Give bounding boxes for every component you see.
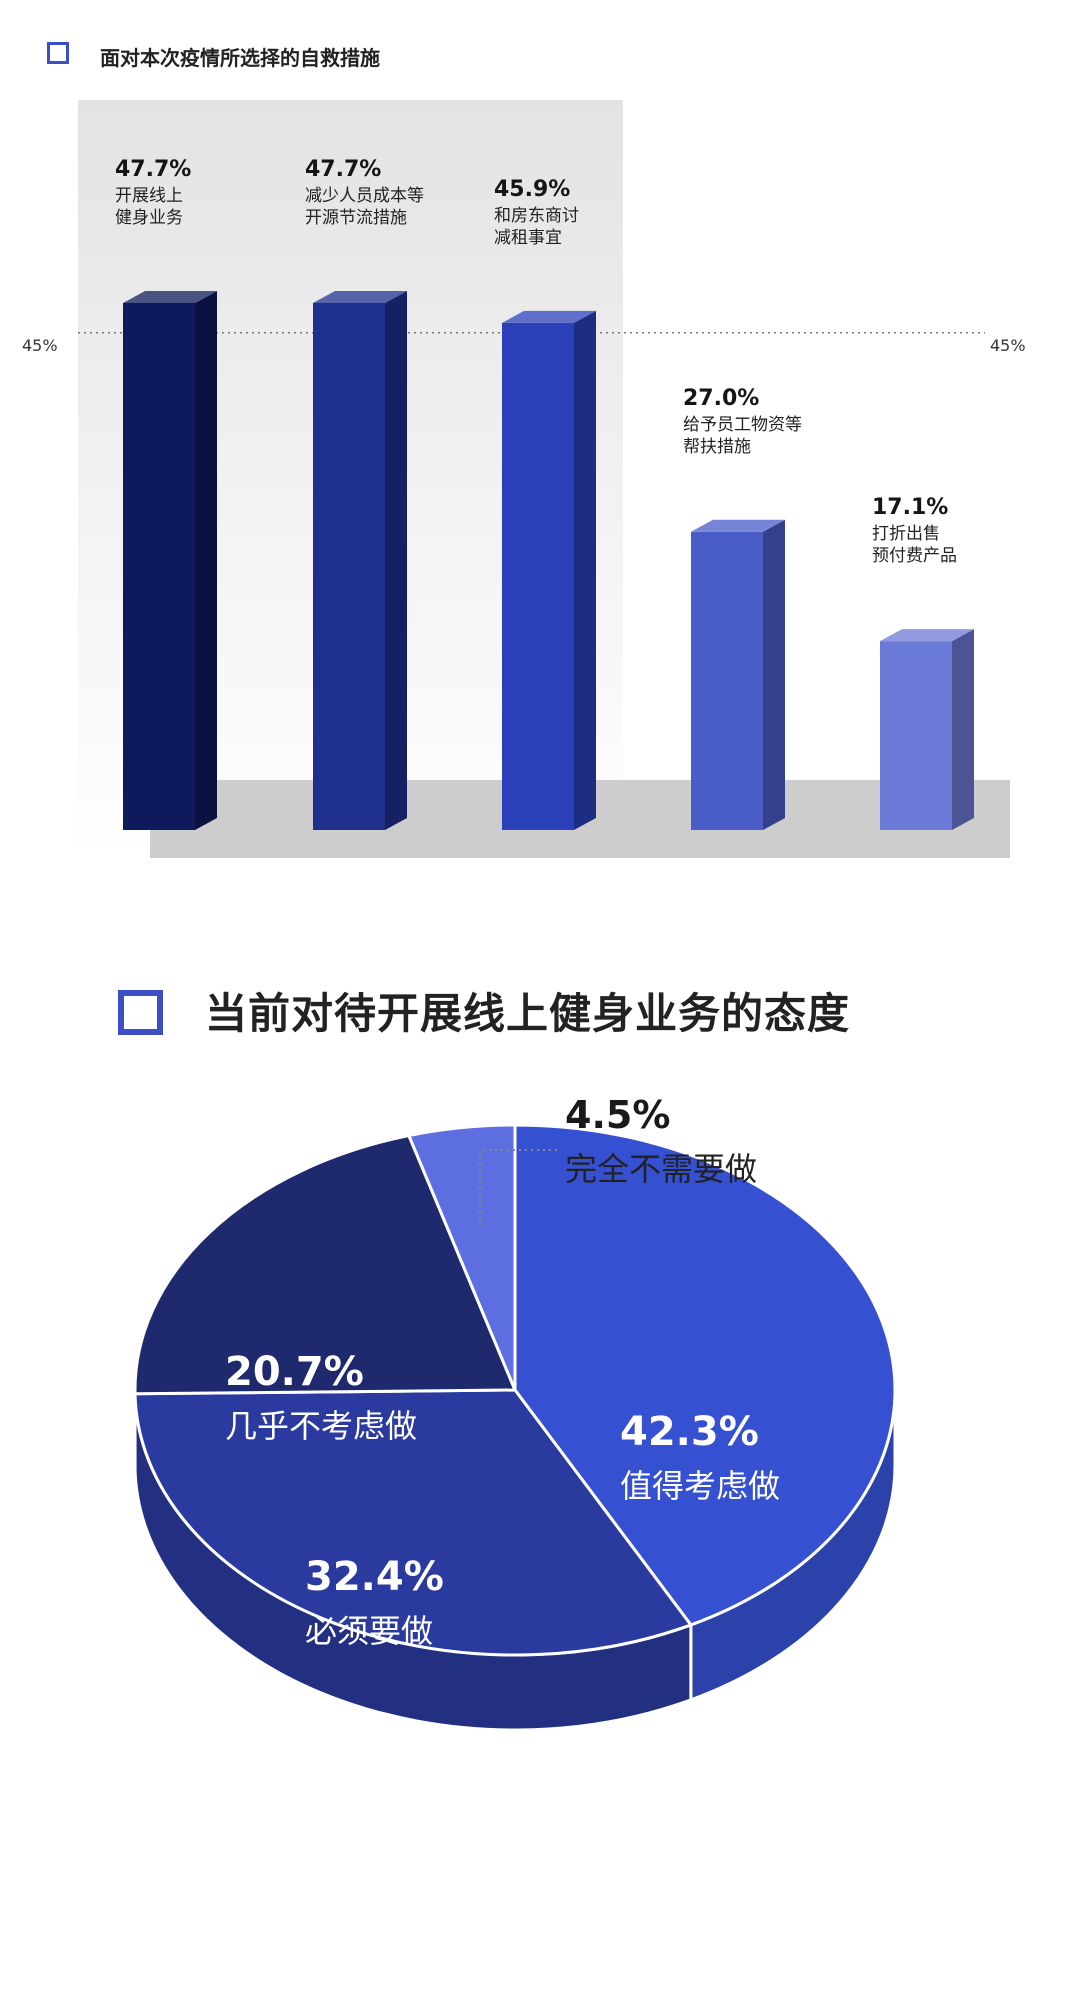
bar-front <box>880 641 952 830</box>
bar-1 <box>123 291 217 830</box>
bar-value-label: 45.9% <box>494 176 571 202</box>
bar-category-label: 和房东商讨 <box>494 205 579 226</box>
bar-side <box>195 291 217 830</box>
bar-front <box>502 322 574 830</box>
pie-category-label-1: 值得考虑做 <box>620 1467 780 1505</box>
bar-category-label: 给予员工物资等 <box>683 414 802 435</box>
bar-3 <box>502 310 596 830</box>
bar-category-label: 开源节流措施 <box>305 208 407 228</box>
pie-leader-line <box>479 1149 560 1225</box>
bar-top <box>313 291 407 303</box>
bar-label-1: 47.7% 开展线上 健身业务 <box>115 155 275 229</box>
bar-5 <box>880 629 974 830</box>
bar-4 <box>691 519 785 830</box>
pie-category-label-2: 必须要做 <box>305 1612 433 1650</box>
bar-label-4: 27.0% 给予员工物资等 帮扶措施 <box>683 384 843 458</box>
bar-category-label: 减租事宜 <box>494 227 562 248</box>
pie-category-label-3: 几乎不考虑做 <box>225 1407 417 1445</box>
pie-category-label-4: 完全不需要做 <box>565 1150 757 1188</box>
bar-front <box>691 531 763 830</box>
bar-2 <box>313 291 407 830</box>
pie-slice-4 <box>407 1123 517 1392</box>
bar-front <box>313 303 385 830</box>
bar-top <box>880 629 974 642</box>
bar-top <box>502 310 596 323</box>
pie-slice-1 <box>513 1123 897 1627</box>
bar-category-label: 健身业务 <box>115 208 183 228</box>
bar-label-2: 47.7% 减少人员成本等 开源节流措施 <box>305 155 465 229</box>
bar-front <box>123 303 195 830</box>
pie-slice-3 <box>133 1134 517 1396</box>
ref-line-label-right: 45% <box>990 336 1026 355</box>
pie-chart: 42.3% 值得考虑做 32.4% 必须要做 20.7% 几乎不考虑做 4.5% 完全不需要做 <box>133 1093 897 1732</box>
bar-value-label: 47.7% <box>305 157 382 182</box>
bar-category-label: 打折出售 <box>872 524 940 545</box>
ref-line-label-left: 45% <box>22 336 58 355</box>
bar-side <box>385 291 407 830</box>
bar-label-3: 45.9% 和房东商讨 减租事宜 <box>494 175 654 249</box>
bar-category-label: 减少人员成本等 <box>305 186 424 206</box>
bar-chart <box>78 100 1010 860</box>
pie-value-label-3: 20.7% <box>225 1349 364 1395</box>
pie-value-label-1: 42.3% <box>620 1409 759 1455</box>
pie-chart-title: 当前对待开展线上健身业务的态度 <box>205 989 851 1038</box>
bar-label-5: 17.1% 打折出售 预付费产品 <box>872 493 1032 567</box>
bar-category-label: 预付费产品 <box>872 546 957 567</box>
title-square-icon <box>47 42 69 64</box>
bar-value-label: 47.7% <box>115 157 192 182</box>
bar-value-label: 27.0% <box>683 385 760 411</box>
title-square-icon-2 <box>118 990 163 1035</box>
bar-category-label: 开展线上 <box>115 186 183 206</box>
bar-chart-title: 面对本次疫情所选择的自救措施 <box>100 46 380 70</box>
bar-category-label: 帮扶措施 <box>683 436 751 457</box>
bar-top <box>691 519 785 532</box>
bar-top <box>123 291 217 303</box>
pie-value-label-2: 32.4% <box>305 1554 444 1600</box>
bar-value-label: 17.1% <box>872 495 949 521</box>
pie-value-label-4: 4.5% <box>565 1093 670 1137</box>
pie-slice-2 <box>133 1388 693 1657</box>
bar-side <box>952 629 974 830</box>
bar-side <box>574 310 596 830</box>
bar-side <box>763 519 785 830</box>
